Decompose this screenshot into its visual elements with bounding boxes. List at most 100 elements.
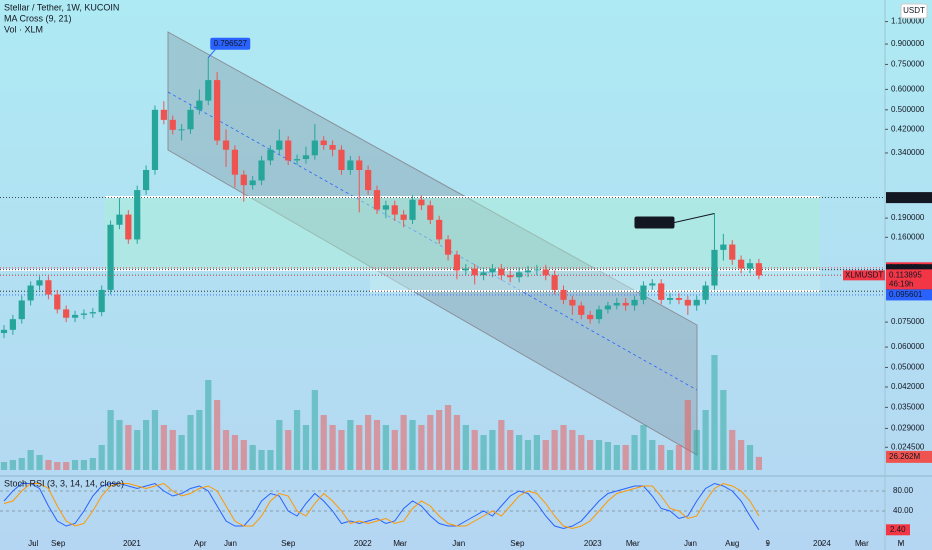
candle-body <box>391 205 398 215</box>
candle-body <box>329 145 336 150</box>
x-tick-label: Jul <box>28 539 38 548</box>
volume-bar <box>533 435 540 470</box>
volume-bar <box>196 410 203 470</box>
volume-bar <box>560 425 567 470</box>
candle-body <box>507 275 514 278</box>
volume-bar <box>45 460 52 470</box>
callout-label: 0.796527 <box>214 39 248 48</box>
candle-body <box>187 109 194 130</box>
stoch-tick-label: 40.00 <box>893 506 914 515</box>
level-label: 0.228152 <box>889 193 923 202</box>
x-tick-label: 2023 <box>584 539 602 548</box>
volume-bar <box>160 425 167 470</box>
currency-label[interactable]: USDT <box>903 6 925 15</box>
candle-body <box>604 305 612 310</box>
candle-body <box>71 314 79 318</box>
volume-bar <box>675 445 683 470</box>
candle-body <box>569 299 576 306</box>
volume-bar <box>249 445 256 470</box>
candle-body <box>205 80 212 101</box>
candle-body <box>462 268 469 271</box>
candle-body <box>702 285 709 300</box>
callout-box <box>634 216 675 229</box>
volume-bar <box>738 440 745 470</box>
candle-body <box>98 289 105 313</box>
candle-body <box>45 280 52 295</box>
stoch-line <box>3 482 760 530</box>
candle-body <box>258 160 265 181</box>
x-tick-label: Mar <box>855 539 869 548</box>
candle-body <box>427 205 434 220</box>
volume-bar <box>329 425 336 470</box>
currency-button[interactable] <box>900 3 928 19</box>
candle-body <box>684 299 691 306</box>
volume-bar <box>98 445 105 470</box>
volume-bar <box>595 440 603 470</box>
volume-bar <box>720 390 727 470</box>
volume-bar <box>231 435 239 470</box>
volume-bar <box>684 400 691 470</box>
volume-bar <box>151 410 159 470</box>
last-price-box <box>886 269 932 290</box>
volume-bar <box>489 430 496 470</box>
volume-label: 26.262M <box>889 452 920 461</box>
volume-bar <box>285 430 292 470</box>
volume-bar <box>18 458 25 470</box>
y-tick-label: 0.340000 <box>891 148 925 157</box>
y-tick-label: 0.060000 <box>891 342 925 351</box>
volume-bar <box>80 460 88 470</box>
candle-body <box>347 160 354 170</box>
candle-body <box>498 268 505 276</box>
volume-bar <box>169 430 176 470</box>
candle-body <box>729 244 736 260</box>
zone <box>105 197 820 270</box>
x-tick-label: Jun <box>452 539 465 548</box>
y-tick-label: 0.900000 <box>891 39 925 48</box>
x-tick-label: 9 <box>766 539 771 548</box>
callout-label: 0.197855 <box>638 218 672 227</box>
x-tick-label: 2021 <box>123 539 141 548</box>
candle-body <box>89 312 96 314</box>
volume-bar <box>729 430 736 470</box>
candle-body <box>293 159 301 161</box>
candle-body <box>658 283 665 300</box>
countdown: 46:19h <box>889 279 913 288</box>
volume-bar <box>293 410 301 470</box>
candle-body <box>622 302 629 306</box>
x-tick-label: 2022 <box>354 539 372 548</box>
candle-body <box>285 140 292 161</box>
volume-bar <box>382 425 389 470</box>
candle-body <box>471 268 478 276</box>
volume-bar <box>604 442 612 470</box>
candle-body <box>222 140 230 150</box>
volume-bar <box>658 445 665 470</box>
candle-body <box>666 298 674 300</box>
x-tick-label: Jun <box>684 539 697 548</box>
stoch-line <box>3 482 760 531</box>
volume-bar <box>542 440 549 470</box>
volume-bar <box>347 420 354 470</box>
volume-bar <box>507 430 514 470</box>
volume-bar <box>142 420 150 470</box>
candle-body <box>649 283 656 286</box>
volume-bar <box>755 456 762 470</box>
candle-body <box>116 214 123 225</box>
volume-bar <box>178 435 185 470</box>
volume-bar <box>613 445 620 470</box>
volume-bar <box>569 430 576 470</box>
candle-body <box>356 160 363 170</box>
volume-bar <box>418 425 425 470</box>
volume-bar <box>640 425 647 470</box>
volume-bar <box>54 462 61 470</box>
y-tick-label: 0.042000 <box>891 382 925 391</box>
x-tick-label: Apr <box>194 539 207 548</box>
candle-body <box>142 169 150 191</box>
candle-body <box>0 329 8 334</box>
volume-bar <box>391 430 398 470</box>
volume-bar <box>622 445 629 470</box>
volume-bar <box>107 410 114 470</box>
candle-body <box>134 190 141 240</box>
volume-bar <box>27 450 34 470</box>
y-tick-label: 0.500000 <box>891 105 925 114</box>
